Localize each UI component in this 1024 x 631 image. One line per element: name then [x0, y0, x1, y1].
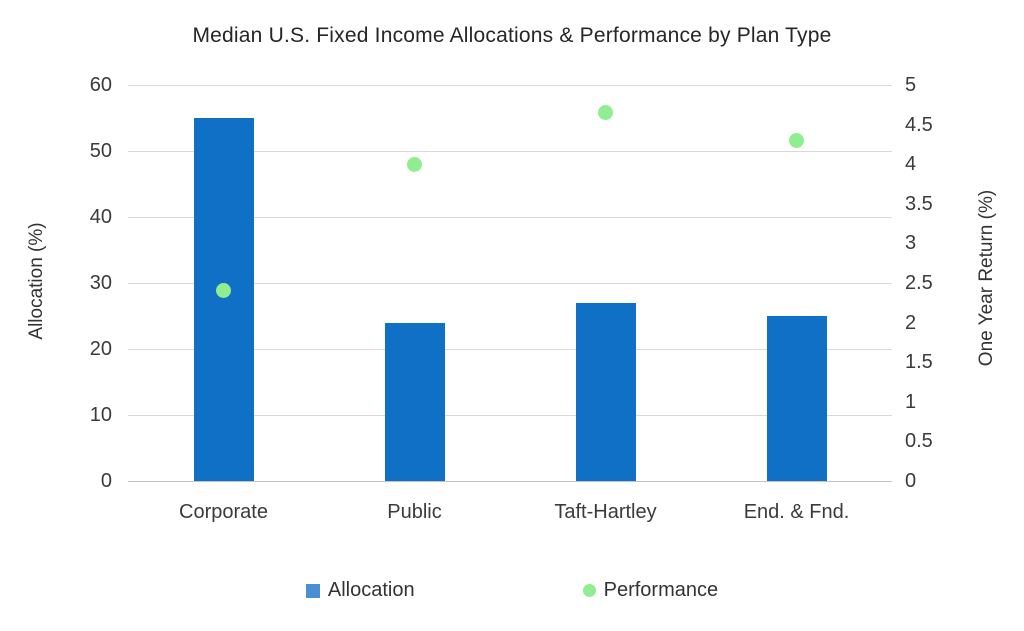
- performance-dot-public: [407, 156, 422, 172]
- left-tick-label: 60: [89, 74, 112, 96]
- gridline: [128, 283, 892, 284]
- legend-item-performance: Performance: [582, 579, 719, 602]
- performance-dot-end-fnd-: [789, 132, 804, 148]
- legend-label-performance: Performance: [603, 579, 719, 601]
- right-tick-label: 3: [905, 232, 917, 255]
- allocation-bar-public: [384, 322, 445, 481]
- gridline: [128, 481, 892, 482]
- right-tick-label: 5: [905, 74, 917, 96]
- right-tick-label: 3.5: [905, 192, 933, 215]
- plot-area: [128, 85, 892, 482]
- left-axis-title: Allocation (%): [26, 222, 47, 340]
- right-tick-label: 2: [905, 311, 917, 334]
- left-tick-label: 20: [89, 338, 112, 360]
- right-tick-label: 0: [905, 470, 917, 492]
- allocation-bar-taft-hartley: [575, 302, 636, 481]
- performance-dot-corporate: [216, 283, 231, 299]
- left-tick-label: 40: [89, 206, 112, 228]
- left-tick-label: 10: [89, 404, 112, 426]
- gridline: [128, 217, 892, 218]
- performance-legend-circle-icon: [582, 584, 596, 597]
- left-tick-label: 30: [89, 272, 112, 294]
- chart-title: Median U.S. Fixed Income Allocations & P…: [192, 24, 832, 47]
- allocation-bar-end-fnd-: [766, 316, 827, 481]
- right-tick-label: 1: [905, 390, 917, 413]
- x-axis-label: Public: [387, 501, 442, 523]
- allocation-legend-square-icon: [305, 583, 320, 598]
- x-axis-label: Taft-Hartley: [554, 501, 657, 523]
- performance-dot-taft-hartley: [598, 105, 613, 121]
- legend-label-allocation: Allocation: [327, 579, 415, 601]
- gridline: [128, 415, 892, 416]
- right-tick-label: 4: [905, 153, 917, 176]
- gridline: [128, 349, 892, 350]
- x-axis-label: End. & Fnd.: [743, 501, 850, 523]
- legend: Allocation Performance: [0, 579, 1024, 602]
- left-tick-label: 50: [89, 140, 112, 162]
- right-axis-title: One Year Return (%): [976, 189, 997, 367]
- gridline: [128, 151, 892, 152]
- right-tick-label: 4.5: [905, 113, 933, 136]
- left-tick-label: 0: [100, 470, 112, 492]
- right-tick-label: 2.5: [905, 272, 933, 294]
- right-tick-label: 0.5: [905, 430, 933, 453]
- gridline: [128, 85, 892, 86]
- x-axis-label: Corporate: [179, 501, 268, 523]
- allocation-bar-corporate: [193, 118, 254, 481]
- legend-item-allocation: Allocation: [305, 579, 415, 602]
- right-tick-label: 1.5: [905, 351, 933, 374]
